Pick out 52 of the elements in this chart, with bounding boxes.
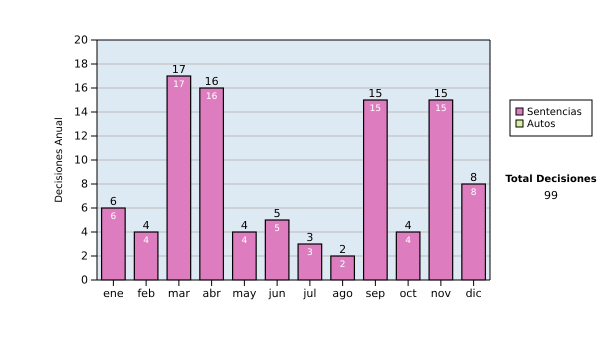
y-tick-label: 4 [81, 226, 88, 239]
total-label: 16 [204, 75, 219, 88]
total-label: 4 [142, 219, 150, 232]
y-tick-label: 10 [74, 154, 88, 167]
text: 99 [544, 189, 558, 202]
total-label: 2 [339, 243, 346, 256]
x-tick-label: jun [268, 286, 286, 300]
total-label: 4 [240, 219, 248, 232]
x-tick-label: abr [202, 286, 222, 300]
x-tick-label: feb [137, 286, 155, 300]
y-tick-label: 16 [74, 82, 88, 95]
data-label: 5 [274, 224, 280, 234]
y-tick-label: 20 [74, 34, 88, 47]
data-label: 6 [110, 212, 117, 222]
y-tick-label: 14 [74, 106, 88, 119]
y-tick-label: 0 [81, 274, 88, 287]
data-label: 4 [242, 236, 248, 246]
legend-label: Autos [527, 119, 556, 130]
data-label: 17 [173, 80, 185, 90]
total-label: 15 [368, 87, 382, 100]
data-label: 15 [370, 104, 382, 114]
y-tick-label: 2 [81, 250, 88, 263]
y-tick-label: 6 [81, 202, 88, 215]
data-label: 15 [435, 104, 447, 114]
data-label: 4 [143, 236, 150, 246]
x-tick-label: nov [430, 286, 452, 300]
total-label: 15 [434, 87, 448, 100]
x-tick-label: ago [332, 286, 354, 300]
y-axis-title: Decisiones Anual [54, 117, 65, 203]
x-tick-label: jul [302, 286, 316, 300]
data-label: 2 [340, 260, 346, 270]
x-tick-label: sep [366, 286, 386, 300]
total-label: 6 [110, 195, 117, 208]
total-label: 17 [172, 63, 186, 76]
y-tick-label: 8 [81, 178, 88, 191]
data-label: 3 [307, 248, 313, 258]
x-tick-label: mar [168, 286, 190, 300]
x-tick-label: oct [400, 286, 418, 300]
data-label: 16 [206, 92, 218, 102]
total-label: 4 [404, 219, 412, 232]
y-tick-label: 18 [74, 58, 88, 71]
legend-label: Sentencias [527, 107, 582, 118]
total-label: 5 [274, 207, 281, 220]
text: Total Decisiones [505, 174, 597, 185]
x-tick-label: ene [103, 286, 124, 300]
data-label: 4 [405, 236, 412, 246]
x-tick-label: may [232, 286, 257, 300]
total-label: 8 [470, 171, 478, 184]
total-label: 3 [306, 231, 314, 244]
y-tick-label: 12 [74, 130, 88, 143]
data-label: 8 [470, 188, 477, 198]
x-tick-label: dic [466, 286, 482, 300]
